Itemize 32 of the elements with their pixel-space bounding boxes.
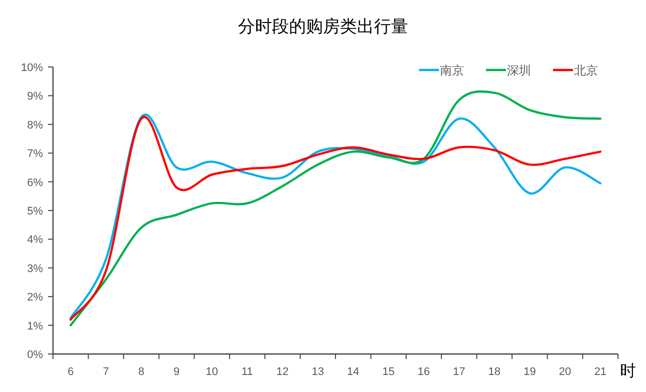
legend-label: 北京	[574, 64, 598, 78]
x-tick-label: 12	[276, 366, 289, 378]
x-tick-label: 19	[524, 366, 536, 378]
chart-title: 分时段的购房类出行量	[238, 17, 408, 36]
x-tick-label: 8	[138, 366, 144, 378]
y-tick-label: 4%	[27, 234, 44, 246]
y-tick-label: 5%	[27, 206, 44, 218]
y-tick-label: 0%	[27, 349, 44, 361]
y-tick-label: 2%	[27, 292, 44, 304]
y-tick-label: 10%	[20, 62, 44, 74]
x-tick-label: 15	[382, 366, 395, 378]
x-tick-label: 11	[242, 366, 253, 378]
y-tick-label: 1%	[27, 320, 44, 332]
legend-label: 深圳	[507, 64, 531, 78]
x-tick-label: 10	[206, 366, 218, 378]
x-axis-title: 时	[620, 362, 636, 380]
y-tick-label: 8%	[27, 119, 44, 132]
x-tick-label: 17	[452, 366, 466, 378]
y-tick-label: 9%	[27, 90, 44, 103]
x-tick-label: 9	[174, 366, 180, 378]
legend-label: 南京	[440, 64, 464, 78]
y-tick-label: 7%	[27, 148, 44, 160]
x-tick-label: 6	[68, 366, 74, 378]
x-tick-label: 21	[594, 366, 606, 378]
x-tick-label: 18	[488, 366, 501, 378]
x-tick-label: 20	[558, 366, 572, 378]
x-tick-label: 13	[312, 366, 324, 378]
y-tick-label: 3%	[27, 262, 44, 275]
x-tick-label: 16	[418, 366, 430, 378]
y-tick-label: 6%	[27, 176, 44, 189]
x-tick-label: 7	[102, 366, 110, 378]
x-tick-label: 14	[347, 366, 360, 378]
